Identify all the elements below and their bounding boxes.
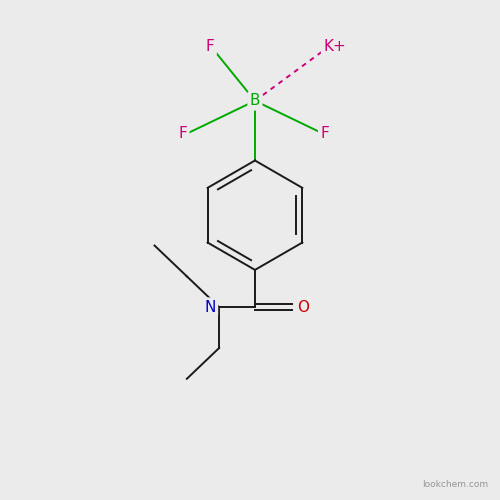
Text: B: B — [250, 94, 260, 108]
Text: K+: K+ — [323, 38, 346, 54]
Text: F: F — [178, 126, 188, 140]
Text: F: F — [320, 126, 329, 140]
Text: F: F — [206, 38, 214, 54]
Text: O: O — [297, 300, 309, 314]
Text: N: N — [204, 300, 216, 314]
Text: lookchem.com: lookchem.com — [422, 480, 488, 488]
